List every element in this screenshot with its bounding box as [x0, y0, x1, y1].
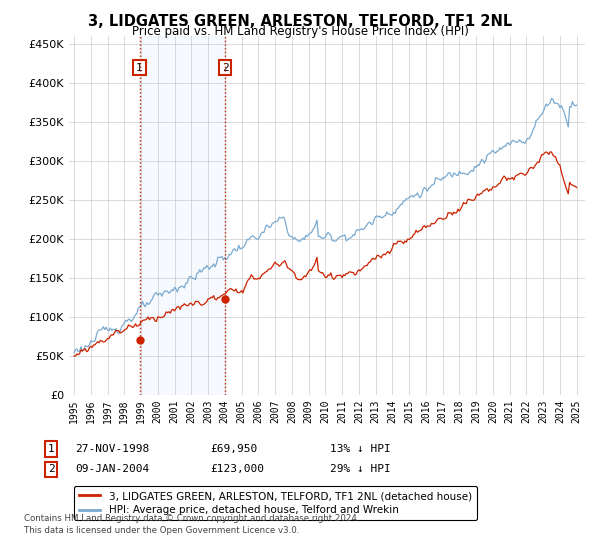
Text: 29% ↓ HPI: 29% ↓ HPI	[330, 464, 391, 474]
Text: Contains HM Land Registry data © Crown copyright and database right 2024.: Contains HM Land Registry data © Crown c…	[24, 514, 359, 523]
Text: 13% ↓ HPI: 13% ↓ HPI	[330, 444, 391, 454]
Text: 09-JAN-2004: 09-JAN-2004	[75, 464, 149, 474]
Text: 2: 2	[222, 63, 229, 73]
Text: 27-NOV-1998: 27-NOV-1998	[75, 444, 149, 454]
Text: 3, LIDGATES GREEN, ARLESTON, TELFORD, TF1 2NL: 3, LIDGATES GREEN, ARLESTON, TELFORD, TF…	[88, 14, 512, 29]
Text: £123,000: £123,000	[210, 464, 264, 474]
Text: This data is licensed under the Open Government Licence v3.0.: This data is licensed under the Open Gov…	[24, 526, 299, 535]
Text: 2: 2	[47, 464, 55, 474]
Legend: 3, LIDGATES GREEN, ARLESTON, TELFORD, TF1 2NL (detached house), HPI: Average pri: 3, LIDGATES GREEN, ARLESTON, TELFORD, TF…	[74, 486, 477, 520]
Text: Price paid vs. HM Land Registry's House Price Index (HPI): Price paid vs. HM Land Registry's House …	[131, 25, 469, 38]
Bar	[140, 36, 226, 395]
Text: 1: 1	[136, 63, 143, 73]
Text: £69,950: £69,950	[210, 444, 257, 454]
Text: 1: 1	[47, 444, 55, 454]
